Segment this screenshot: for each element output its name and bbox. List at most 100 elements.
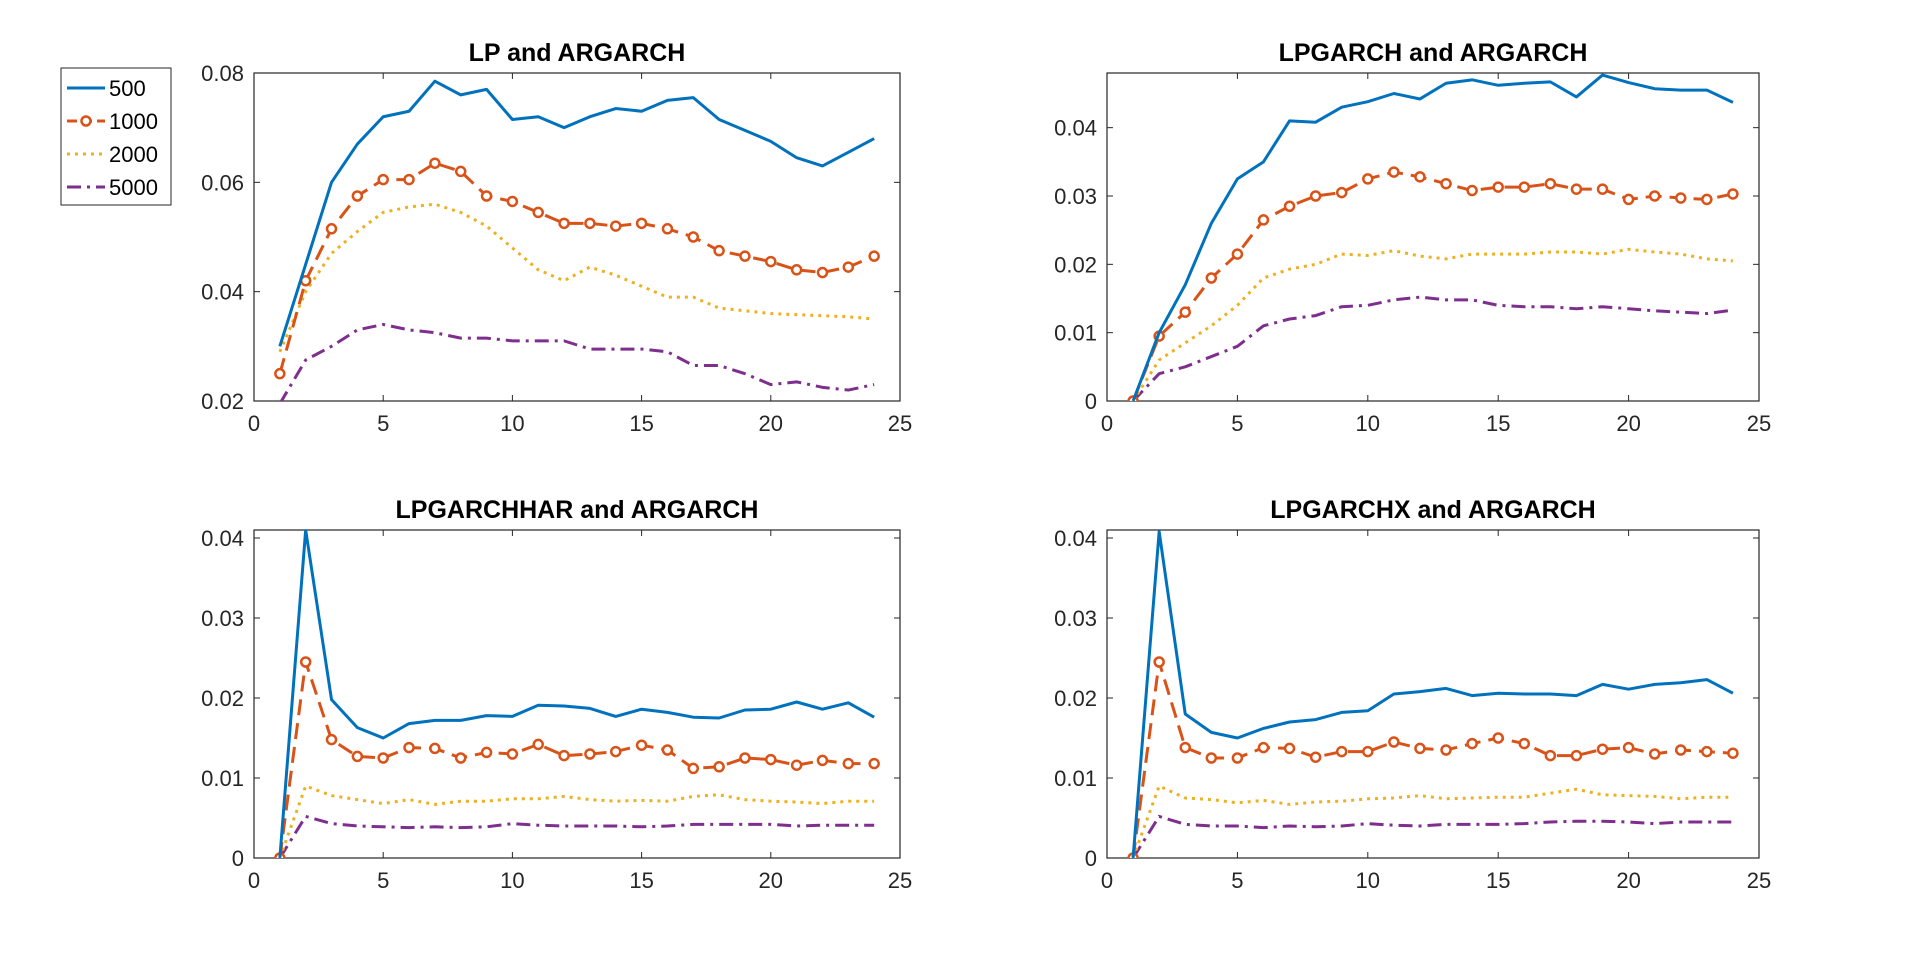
- legend-box: [60, 67, 172, 206]
- data-point-1000: [1414, 742, 1426, 755]
- x-tick-label: 5: [377, 868, 389, 893]
- y-tick-label: 0.08: [201, 61, 244, 86]
- data-point-1000: [1231, 248, 1244, 260]
- series-line-5000: [1131, 814, 1733, 858]
- data-point-1000: [635, 739, 648, 751]
- series-line-2000: [1131, 784, 1733, 858]
- chart-panel-4: LPGARCHX and ARGARCH 0 5 10 15 20 25 0 0.01 0.02 0…: [1054, 496, 1771, 893]
- series-group: [274, 79, 880, 401]
- data-point-1000: [1466, 737, 1478, 750]
- data-point-1000: [1648, 748, 1661, 760]
- data-point-1000: [1283, 200, 1296, 212]
- chart-panel-1: LP and ARGARCH 0 5 10 15 20 25 0.02 0.04 0.06 0.08: [201, 39, 912, 436]
- data-point-1000: [480, 746, 493, 759]
- x-tick-label: 15: [629, 868, 653, 893]
- data-point-1000: [1205, 272, 1218, 284]
- data-point-1000: [558, 749, 570, 762]
- data-point-1000: [1388, 736, 1400, 748]
- y-tick-label: 0.04: [201, 280, 244, 305]
- data-point-1000: [790, 264, 803, 276]
- data-point-1000: [1257, 741, 1270, 754]
- data-point-1000: [1570, 183, 1583, 195]
- data-point-1000: [403, 741, 415, 754]
- y-tick-label: 0.03: [1054, 606, 1097, 631]
- data-point-1000: [454, 165, 467, 178]
- series-line-5000: [279, 322, 875, 401]
- data-point-1000: [713, 761, 725, 773]
- data-point-1000: [1544, 177, 1557, 190]
- axes-frame: [253, 72, 901, 402]
- data-point-1000: [1179, 741, 1191, 754]
- data-point-1000: [816, 754, 829, 767]
- x-tick-label: 5: [1231, 868, 1243, 893]
- data-point-1000: [1231, 752, 1244, 764]
- data-point-1000: [1727, 747, 1739, 759]
- series-line-5000: [278, 814, 875, 858]
- y-tick-label: 0.04: [1054, 526, 1097, 551]
- data-point-1000: [1309, 190, 1322, 202]
- series-line-2000: [278, 202, 875, 353]
- chart-title: LPGARCHX and ARGARCH: [1270, 496, 1595, 524]
- data-point-1000: [868, 757, 880, 770]
- data-point-1000: [506, 195, 519, 208]
- x-tick-label: 10: [500, 868, 524, 893]
- data-point-1000: [429, 742, 441, 755]
- y-tick-label: 0: [1085, 846, 1097, 871]
- data-point-1000: [661, 223, 674, 235]
- chart-panel-2: LPGARCH and ARGARCH 0 5 10 15 20 25 0 0.01 0.02 0.…: [1054, 39, 1771, 436]
- data-point-1000: [403, 173, 415, 186]
- x-tick-label: 10: [500, 411, 524, 436]
- series-line-1000: [278, 161, 875, 375]
- y-tick-label: 0.01: [201, 766, 244, 791]
- series-line-2000: [1131, 247, 1734, 401]
- data-point-1000: [842, 757, 855, 770]
- x-tick-label: 10: [1356, 868, 1380, 893]
- data-point-1000: [1701, 193, 1713, 206]
- x-tick-label: 15: [629, 411, 653, 436]
- data-point-1000: [739, 752, 751, 764]
- legend-label-2000: 2000: [109, 142, 158, 167]
- y-tick-label: 0: [232, 846, 244, 871]
- data-point-1000: [1388, 166, 1400, 178]
- data-point-1000: [1335, 186, 1348, 199]
- legend: 500 1000 2000 5000: [60, 67, 172, 206]
- data-point-1000: [1309, 751, 1322, 763]
- data-point-1000: [325, 733, 338, 746]
- data-point-1000: [1701, 745, 1713, 758]
- data-point-1000: [584, 748, 596, 760]
- data-point-1000: [1283, 742, 1296, 755]
- data-point-1000: [558, 217, 570, 230]
- y-tick-label: 0.01: [1054, 766, 1097, 791]
- x-tick-label: 5: [377, 411, 389, 436]
- axes-frame: [253, 529, 901, 859]
- series-group: [1127, 73, 1739, 401]
- data-point-1000: [1179, 306, 1191, 318]
- data-point-1000: [610, 220, 622, 232]
- data-point-1000: [1544, 749, 1557, 762]
- axes-frame: [1106, 72, 1760, 402]
- data-point-1000: [274, 367, 286, 380]
- data-point-1000: [1153, 656, 1165, 668]
- data-point-1000: [610, 745, 622, 758]
- legend-label-5000: 5000: [109, 175, 158, 200]
- y-tick-label: 0.03: [1054, 184, 1097, 209]
- y-tick-label: 0: [1085, 389, 1097, 414]
- y-tick-label: 0.02: [201, 389, 244, 414]
- series-line-5000: [1131, 295, 1734, 401]
- data-point-1000: [1466, 184, 1478, 197]
- data-point-1000: [1440, 177, 1452, 190]
- data-point-1000: [1675, 744, 1687, 756]
- x-tick-label: 0: [1101, 411, 1113, 436]
- x-tick-label: 25: [1747, 411, 1771, 436]
- data-point-1000: [1257, 214, 1270, 226]
- data-point-1000: [1622, 193, 1635, 206]
- data-point-1000: [1648, 190, 1661, 202]
- data-point-1000: [739, 250, 751, 262]
- data-point-1000: [1518, 181, 1531, 193]
- x-tick-label: 0: [248, 411, 260, 436]
- data-point-1000: [299, 656, 312, 668]
- data-point-1000: [1492, 181, 1504, 193]
- data-point-1000: [790, 759, 803, 771]
- chart-title: LPGARCHHAR and ARGARCH: [396, 496, 759, 524]
